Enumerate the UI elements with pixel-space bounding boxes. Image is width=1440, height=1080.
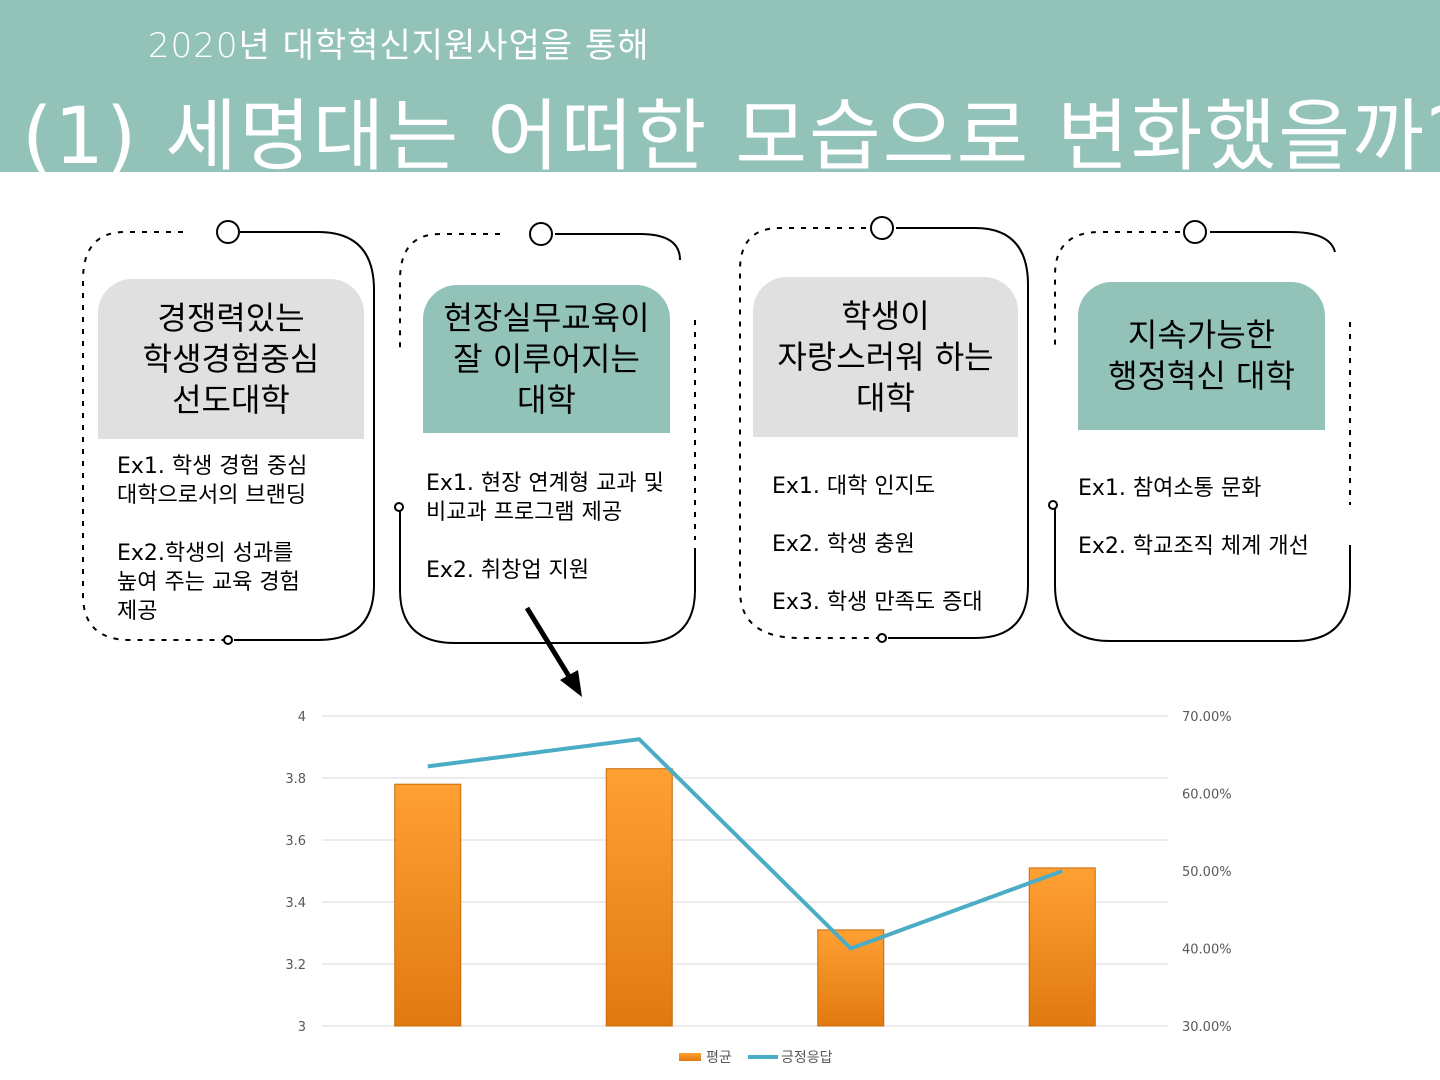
card-1-examples: Ex1. 학생 경험 중심 대학으로서의 브랜딩 Ex2.학생의 성과를 높여 … [117,454,308,624]
right-axis-ticks: 30.00% 40.00% 50.00% 60.00% 70.00% [1182,710,1232,1035]
left-tick-label: 4 [298,710,306,725]
left-axis-ticks: 3 3.2 3.4 3.6 3.8 4 [285,710,306,1035]
card-1-bottom-node [223,635,233,645]
arrow-graphic [524,606,582,697]
header-subtitle: 2020년 대학혁신지원사업을 통해 [148,26,650,66]
bar-series [394,768,1096,1027]
card-1-title-text: 경쟁력있는 학생경험중심 선도대학 [142,298,320,419]
right-tick-label: 30.00% [1182,1020,1232,1035]
card-3-bottom-node [877,633,887,643]
line-series [427,737,1063,951]
card-4-top-frame [1210,231,1336,253]
bar [817,929,885,1027]
card-4-title: 지속가능한 행정혁신 대학 [1078,282,1325,430]
left-tick-label: 3.2 [285,958,306,973]
bar [1028,867,1096,1027]
card-2-top-frame [555,233,681,261]
card-frames [82,216,1351,645]
card-3-top-node [870,216,894,240]
legend-label-line: 긍정응답 [781,1050,833,1066]
arrow-shaft [524,606,573,680]
card-1-solid-frame [234,231,375,641]
chart-legend: 평균 긍정응답 [679,1050,833,1066]
bar [605,768,673,1027]
page-title: (1) 세명대는 어떠한 모습으로 변화했을까? [22,92,1440,182]
card-3-title: 학생이 자랑스러워 하는 대학 [753,277,1018,437]
card-2-title-text: 현장실무교육이 잘 이루어지는 대학 [443,298,650,419]
bar [394,783,462,1027]
series-line [427,737,1063,951]
card-4-title-text: 지속가능한 행정혁신 대학 [1108,316,1295,395]
card-1-dotted-frame [82,231,226,641]
header-banner: 2020년 대학혁신지원사업을 통해 (1) 세명대는 어떠한 모습으로 변화했… [0,0,1440,182]
legend-swatch-bar [679,1053,701,1061]
arrow-head-icon [560,670,582,697]
card-2-examples: Ex1. 현장 연계형 교과 및 비교과 프로그램 제공 Ex2. 취창업 지원 [426,471,664,583]
card-2-title: 현장실무교육이 잘 이루어지는 대학 [423,285,670,433]
card-2-top-node [529,222,553,246]
left-tick-label: 3.6 [285,834,306,849]
legend-label-bar: 평균 [706,1050,732,1066]
right-tick-label: 50.00% [1182,865,1232,880]
card-3-solid-frame [888,227,1029,639]
card-1-title: 경쟁력있는 학생경험중심 선도대학 [98,279,364,439]
card-4-side-node [1048,500,1058,510]
card-4-top-node [1183,220,1207,244]
left-tick-label: 3 [298,1020,306,1035]
card-3-title-text: 학생이 자랑스러워 하는 대학 [777,296,994,417]
right-tick-label: 60.00% [1182,788,1232,803]
card-3-examples: Ex1. 대학 인지도 Ex2. 학생 충원 Ex3. 학생 만족도 증대 [772,474,983,615]
right-tick-label: 70.00% [1182,710,1232,725]
grid-lines [322,715,1168,1027]
right-tick-label: 40.00% [1182,943,1232,958]
card-4-bottom-frame [1054,508,1351,642]
card-2-side-node [394,502,404,512]
left-tick-label: 3.8 [285,772,306,787]
card-4-examples: Ex1. 참여소통 문화 Ex2. 학교조직 체계 개선 [1078,476,1309,559]
card-2-dotted-frame [399,233,500,350]
card-1-top-node [216,220,240,244]
left-tick-label: 3.4 [285,896,306,911]
card-3-dotted-frame [739,227,878,639]
